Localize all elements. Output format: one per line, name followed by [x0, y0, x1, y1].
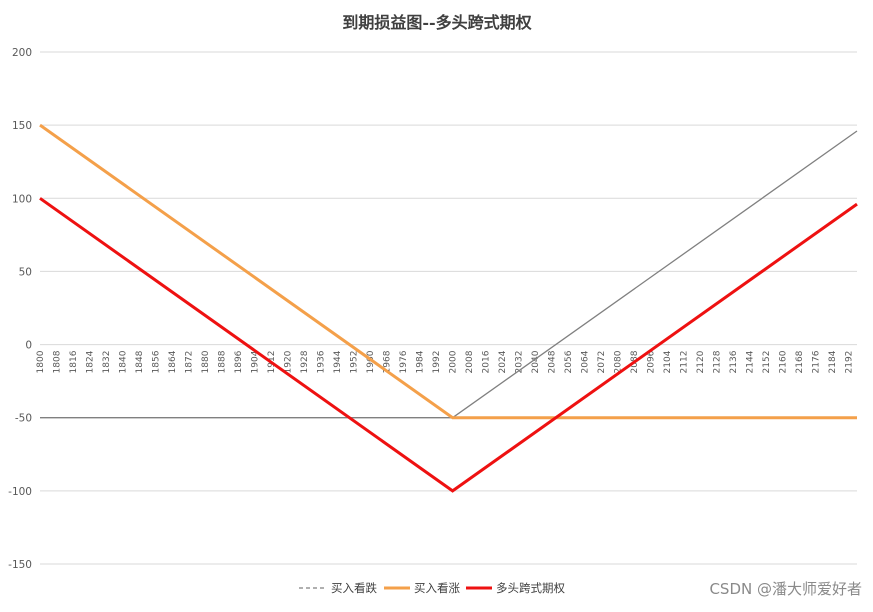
x-tick-label: 1808	[53, 350, 63, 373]
x-tick-label: 1880	[201, 350, 211, 373]
x-tick-label: 2168	[795, 350, 805, 373]
watermark-text: CSDN @潘大师爱好者	[709, 580, 862, 598]
x-tick-label: 2104	[663, 350, 673, 373]
x-tick-label: 1872	[185, 351, 195, 374]
x-tick-label: 2112	[680, 351, 690, 374]
x-tick-label: 2056	[564, 350, 574, 373]
series-line-2	[39, 197, 858, 493]
x-tick-label: 2048	[548, 350, 558, 373]
x-tick-label: 1800	[36, 350, 46, 373]
legend-label-2: 多头跨式期权	[496, 581, 565, 595]
legend-label-0: 买入看跌	[331, 581, 377, 595]
series-lines	[39, 123, 858, 493]
y-tick-label: 50	[19, 266, 32, 278]
x-tick-label: 2064	[581, 350, 591, 373]
x-tick-label: 2040	[531, 350, 541, 373]
legend: 买入看跌 买入看涨 多头跨式期权	[299, 581, 565, 595]
x-tick-label: 1840	[119, 350, 129, 373]
y-tick-label: -100	[8, 486, 32, 498]
x-tick-label: 2000	[449, 350, 459, 373]
x-tick-label: 1856	[152, 350, 162, 373]
x-tick-label: 1952	[350, 351, 360, 374]
y-tick-label: 150	[12, 120, 32, 132]
x-tick-label: 1832	[102, 351, 112, 374]
y-tick-label: 100	[12, 193, 32, 205]
chart-title: 到期损益图--多头跨式期权	[342, 13, 532, 32]
x-tick-label: 1968	[383, 350, 393, 373]
y-tick-label: -50	[15, 413, 32, 425]
x-axis-ticks: 1800 1808 1816 1824 1832 1840 1848 1856 1864 1872…	[36, 350, 855, 373]
x-tick-label: 1816	[69, 350, 79, 373]
x-tick-label: 1864	[168, 350, 178, 373]
x-tick-label: 2096	[647, 350, 657, 373]
y-tick-label: 0	[25, 340, 32, 352]
x-tick-label: 1936	[317, 350, 327, 373]
x-tick-label: 2120	[696, 350, 706, 373]
x-tick-label: 2024	[498, 350, 508, 373]
x-tick-label: 2152	[762, 351, 772, 374]
y-tick-label: -150	[8, 559, 32, 571]
x-tick-label: 2136	[729, 350, 739, 373]
x-tick-label: 1896	[234, 350, 244, 373]
x-tick-label: 2160	[779, 350, 789, 373]
y-axis-ticks: 200 150 100 50 0 -50 -100 -150	[8, 47, 32, 571]
x-tick-label: 1920	[284, 350, 294, 373]
x-tick-label: 1944	[333, 350, 343, 373]
x-tick-label: 2176	[812, 350, 822, 373]
x-tick-label: 1848	[135, 350, 145, 373]
x-tick-label: 2008	[465, 350, 475, 373]
x-tick-label: 2144	[746, 350, 756, 373]
x-tick-label: 1960	[366, 350, 376, 373]
x-tick-label: 1976	[399, 350, 409, 373]
x-tick-label: 1992	[432, 351, 442, 374]
x-tick-label: 2032	[515, 351, 525, 374]
series-line-0	[40, 130, 858, 419]
x-tick-label: 2192	[845, 351, 855, 374]
x-tick-label: 1928	[300, 350, 310, 373]
x-tick-label: 2072	[597, 351, 607, 374]
x-tick-label: 2184	[828, 350, 838, 373]
x-tick-label: 1824	[86, 350, 96, 373]
legend-label-1: 买入看涨	[414, 581, 460, 595]
x-tick-label: 1904	[251, 350, 261, 373]
x-tick-label: 1888	[218, 350, 228, 373]
series-line-1	[39, 123, 857, 420]
x-tick-label: 1984	[416, 350, 426, 373]
y-tick-label: 200	[12, 47, 32, 59]
x-tick-label: 2128	[713, 350, 723, 373]
x-tick-label: 2016	[482, 350, 492, 373]
x-tick-label: 2080	[614, 350, 624, 373]
